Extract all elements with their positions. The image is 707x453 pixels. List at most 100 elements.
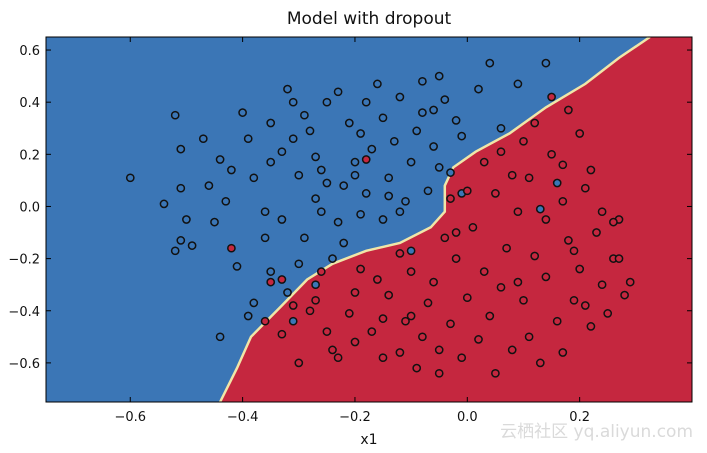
blue-point [418,76,427,86]
red-point [524,173,534,183]
blue-point [266,267,276,276]
red-point [423,298,433,308]
x-tick-label: −0.6 [114,410,146,425]
red-point [367,327,377,336]
blue-point [176,144,186,154]
blue-point [406,246,416,256]
red-point [530,118,540,128]
blue-point [322,178,332,188]
red-point [462,186,472,196]
red-point [597,280,607,290]
red-point [507,345,517,355]
x-axis: −0.6 −0.4 −0.2 0.0 0.2 [114,37,590,425]
blue-point [277,147,287,157]
red-point [541,272,551,282]
red-point [311,295,320,305]
watermark: 云栖社区 yq.aliyun.com [500,422,693,442]
decision-boundary-line [218,35,651,403]
red-point [401,316,410,326]
y-axis: −0.6 −0.4 −0.2 0.0 0.2 0.4 0.6 [8,44,692,372]
blue-point [328,254,337,263]
blue-point [266,157,276,167]
red-point [491,189,500,198]
blue-point [384,191,394,201]
x-tick-label: 0.0 [457,410,478,425]
red-point [620,290,629,300]
blue-point [283,84,292,94]
blue-point [418,108,427,117]
blue-point [311,280,320,290]
red-point [434,345,444,355]
blue-point [344,118,354,128]
blue-point [356,129,365,138]
blue-point [215,155,225,164]
red-point [468,222,478,232]
red-point [227,243,236,253]
blue-point [210,217,219,227]
red-point [333,353,343,363]
red-point [569,246,579,256]
red-point [558,348,568,357]
blue-point [125,173,135,183]
red-point [277,329,287,339]
blue-point [170,110,180,120]
y-tick-label: 0.2 [19,148,40,163]
red-point [558,196,568,206]
blue-point [198,134,208,144]
blue-point [496,123,506,133]
blue-point [300,233,309,243]
red-point [446,194,455,203]
red-point [530,251,540,261]
blue-point [552,178,562,188]
blue-point [339,181,349,190]
blue-point [277,215,287,224]
plot-frame [45,36,693,403]
red-point [277,275,287,284]
blue-point [361,189,371,198]
red-point [580,183,590,193]
blue-point [316,207,326,217]
red-point [457,353,467,363]
red-point [350,337,360,347]
y-tick-label: 0.0 [19,200,40,215]
blue-point [535,204,545,214]
blue-point [339,238,349,248]
blue-point [474,84,483,94]
red-point [373,275,382,284]
blue-point [367,144,377,154]
blue-point [356,209,365,219]
red-point [462,293,472,303]
red-point [485,311,495,321]
red-point [322,327,332,336]
blue-point [378,215,388,224]
red-point [412,363,422,373]
red-point [474,335,483,344]
blue-point [227,165,236,175]
red-point [625,277,635,287]
blue-point [294,170,304,180]
red-point [451,254,461,263]
red-point [507,170,517,180]
blue-point [429,105,438,115]
blue-point [350,157,360,167]
blue-point [243,311,253,321]
red-point [586,165,596,175]
red-point [294,358,304,368]
blue-point [249,298,259,308]
red-point [406,311,416,321]
y-tick-label: 0.4 [19,96,40,111]
x-tick-label: 0.2 [569,410,590,425]
red-point [609,217,618,227]
red-point [519,295,528,305]
blue-point [395,92,405,102]
red-point [513,207,523,217]
red-point [446,319,455,329]
red-point [328,345,337,355]
x-tick-label: −0.4 [227,410,259,425]
blue-point [322,97,332,107]
red-point [564,105,573,115]
blue-point [434,163,444,172]
red-point [597,207,607,217]
blue-point [440,95,450,104]
red-point [429,277,438,287]
